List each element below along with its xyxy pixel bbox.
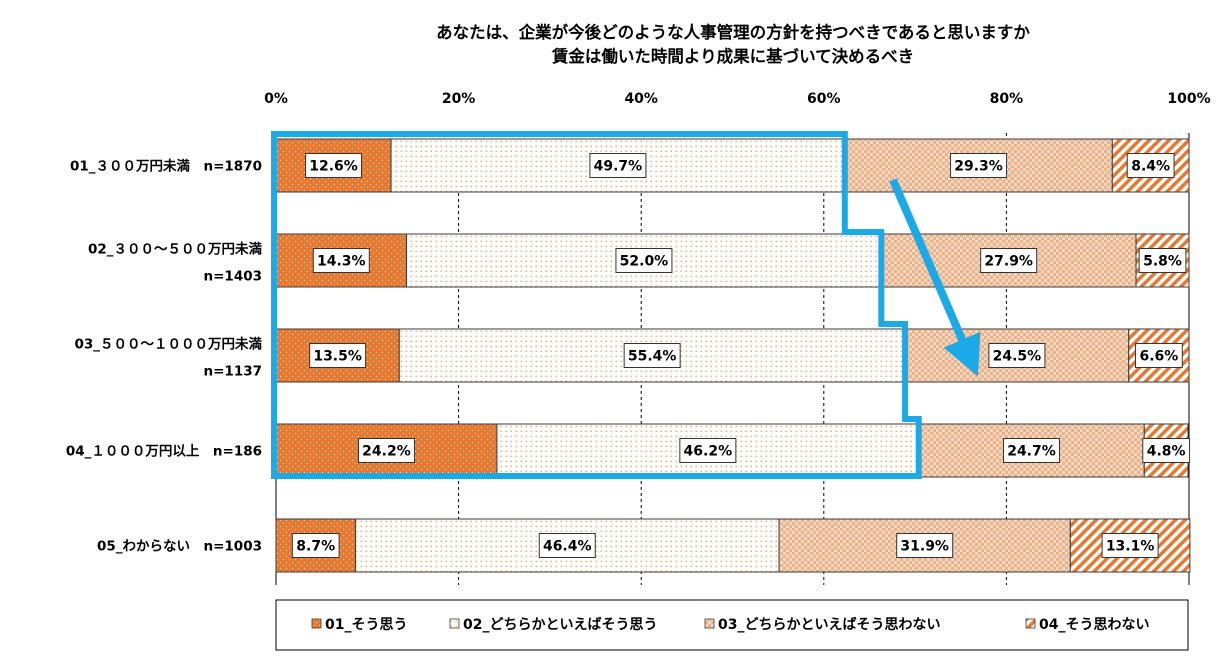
y-category-label: 03_５００～１０００万円未満 <box>74 336 262 353</box>
data-label: 24.7% <box>1007 444 1056 460</box>
data-label-box <box>309 343 367 368</box>
data-label: 52.0% <box>620 254 669 270</box>
data-label-box <box>980 248 1038 273</box>
legend-frame <box>275 599 1189 651</box>
x-tick-label: 60% <box>807 91 841 107</box>
bars: 12.6% 49.7% 29.3% 8.4% 14.3% 52.0% 27.9% 5.8% 13… <box>275 138 1191 573</box>
legend-label: 01_そう思う <box>325 617 407 633</box>
data-label: 24.2% <box>362 444 411 460</box>
y-category-label: 04_１０００万円以上 n=186 <box>66 444 262 460</box>
data-label-box <box>950 153 1008 178</box>
data-label-box <box>305 153 363 178</box>
x-tick-label: 40% <box>624 91 658 107</box>
y-category-label: 02_３００～５００万円未満 <box>88 241 263 258</box>
data-label-box <box>538 533 596 558</box>
data-label: 4.8% <box>1147 444 1186 460</box>
data-label: 29.3% <box>954 159 1003 175</box>
data-label-box <box>1003 438 1061 463</box>
data-label: 27.9% <box>984 254 1033 270</box>
data-label: 13.1% <box>1106 539 1155 555</box>
data-label: 24.5% <box>993 349 1042 365</box>
legend-swatch <box>311 618 322 629</box>
legend-swatch <box>1025 618 1036 629</box>
data-label: 12.6% <box>309 159 358 175</box>
annotations <box>271 131 981 479</box>
chart-subtitle: 賃金は働いた時間より成果に基づいて決めるべき <box>551 46 914 66</box>
legend-label: 02_どちらかといえばそう思う <box>463 617 657 633</box>
legend-label: 04_そう思わない <box>1039 617 1149 633</box>
data-label: 13.5% <box>313 349 362 365</box>
legend-swatch <box>704 618 715 629</box>
data-label-box <box>679 438 737 463</box>
data-label-box <box>1142 438 1191 463</box>
highlight-outline <box>271 131 922 479</box>
x-tick-label: 20% <box>442 91 476 107</box>
data-label: 46.2% <box>684 444 733 460</box>
legend-label: 03_どちらかといえばそう思わない <box>718 617 940 633</box>
data-label: 6.6% <box>1139 349 1178 365</box>
legend-swatch <box>449 618 460 629</box>
y-category-label: n=1137 <box>204 364 263 380</box>
x-axis-ticks: 0% 20% 40% 60% 80% 100% <box>264 91 1211 107</box>
data-label: 8.7% <box>296 539 335 555</box>
data-label: 5.8% <box>1143 254 1182 270</box>
legend: 01_そう思う 02_どちらかといえばそう思う 03_どちらかといえばそう思わない 0… <box>275 599 1189 651</box>
chart-title: あなたは、企業が今後どのような人事管理の方針を持つべきであると思いますか <box>436 22 1030 42</box>
x-tick-label: 100% <box>1167 91 1210 107</box>
data-label-box <box>357 438 415 463</box>
data-label: 8.4% <box>1131 159 1170 175</box>
y-axis-labels: 01_３００万円未満 n=1870 02_３００～５００万円未満 n=1403 03_… <box>66 158 263 555</box>
data-label: 14.3% <box>317 254 366 270</box>
data-label-box <box>1138 248 1187 273</box>
data-label-box <box>1126 153 1175 178</box>
y-category-label: 05_わからない n=1003 <box>97 539 262 555</box>
data-label-box <box>896 533 954 558</box>
data-label: 55.4% <box>628 349 677 365</box>
data-label-box <box>1134 343 1183 368</box>
data-label-box <box>615 248 673 273</box>
data-label-box <box>291 533 340 558</box>
data-label: 49.7% <box>594 159 643 175</box>
data-label: 46.4% <box>543 539 592 555</box>
data-label-box <box>623 343 681 368</box>
data-label: 31.9% <box>900 539 949 555</box>
data-label-box <box>1101 533 1159 558</box>
data-label-box <box>589 153 647 178</box>
x-tick-label: 0% <box>264 91 288 107</box>
data-label-box <box>312 248 370 273</box>
data-label-box <box>988 343 1046 368</box>
x-tick-label: 80% <box>990 91 1024 107</box>
y-category-label: n=1403 <box>204 269 263 285</box>
y-category-label: 01_３００万円未満 n=1870 <box>70 158 262 175</box>
trend-arrow <box>889 178 981 377</box>
